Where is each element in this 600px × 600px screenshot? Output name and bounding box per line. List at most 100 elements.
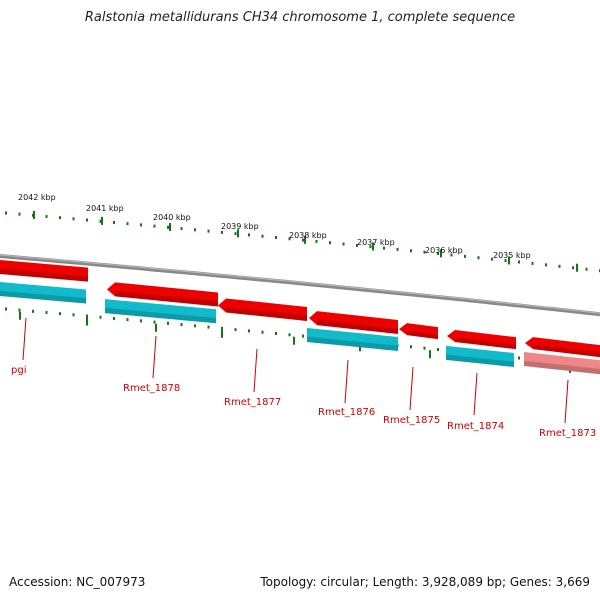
- ruler-minor-tick: [45, 214, 48, 218]
- inner-minor-tick: [180, 323, 183, 327]
- inner-minor-tick: [437, 348, 439, 352]
- gene-rmet-1874[interactable]: [446, 345, 514, 367]
- gene-label[interactable]: Rmet_1875: [383, 415, 440, 426]
- ruler-minor-tick: [86, 218, 88, 222]
- inner-minor-tick: [234, 328, 237, 332]
- ruler-major-tick: [304, 235, 306, 244]
- inner-minor-tick: [86, 314, 88, 318]
- ruler-minor-tick: [558, 264, 561, 268]
- inner-minor-tick: [207, 325, 210, 329]
- inner-minor-tick: [423, 346, 426, 350]
- ruler-major-tick: [440, 249, 442, 258]
- cds-rmet-1877[interactable]: [218, 298, 307, 321]
- inner-minor-tick: [302, 334, 304, 338]
- gene-rmet-1876[interactable]: [307, 327, 398, 351]
- backbone-layer: [0, 254, 600, 317]
- ruler-minor-tick: [302, 238, 304, 242]
- inner-minor-tick: [261, 330, 264, 334]
- kbp-label: 2035 kbp: [493, 251, 531, 260]
- gene-label[interactable]: Rmet_1873: [539, 428, 596, 439]
- inner-minor-tick: [248, 329, 250, 333]
- inner-minor-tick: [194, 324, 196, 328]
- ruler-major-tick: [508, 256, 510, 265]
- ruler-minor-tick: [180, 227, 183, 231]
- gene-label[interactable]: Rmet_1878: [123, 383, 180, 394]
- ruler-minor-tick: [113, 220, 115, 224]
- gene-rmet-1878[interactable]: [105, 299, 216, 324]
- kbp-label: 2039 kbp: [221, 222, 259, 231]
- ruler-minor-tick: [248, 233, 250, 237]
- gene-label[interactable]: pgi: [11, 365, 26, 376]
- inner-minor-tick: [113, 316, 115, 320]
- inner-minor-tick: [18, 308, 21, 312]
- ruler-minor-tick: [410, 249, 412, 253]
- inner-major-tick: [429, 350, 431, 359]
- cds-rmet-1876[interactable]: [309, 311, 398, 334]
- ruler-minor-tick: [221, 230, 223, 234]
- inner-major-tick: [155, 323, 157, 332]
- ruler-minor-tick: [450, 253, 453, 257]
- gene-leader-line: [22, 317, 27, 361]
- ruler-major-tick: [372, 242, 374, 251]
- ruler-minor-tick: [356, 243, 358, 247]
- kbp-label: 2037 kbp: [357, 238, 395, 247]
- cds-rmet-1878[interactable]: [107, 282, 218, 307]
- topology-text: Topology: circular; Length: 3,928,089 bp…: [260, 575, 590, 589]
- kbp-label: 2038 kbp: [289, 231, 327, 240]
- gene-leader-line: [152, 335, 157, 379]
- inner-minor-tick: [153, 320, 156, 324]
- chromosome-backbone: [0, 254, 600, 317]
- gene-label[interactable]: Rmet_1876: [318, 407, 375, 418]
- ruler-minor-tick: [383, 246, 385, 250]
- ruler-minor-tick: [275, 235, 277, 239]
- ruler-minor-tick: [491, 257, 493, 261]
- inner-minor-tick: [518, 356, 520, 360]
- cds-rmet-1875[interactable]: [399, 323, 438, 340]
- cds-rmet-1873[interactable]: [525, 337, 600, 358]
- ruler-minor-tick: [167, 225, 169, 229]
- ruler-minor-tick: [464, 254, 466, 258]
- ruler-minor-tick: [261, 234, 264, 238]
- ruler-minor-tick: [572, 266, 574, 270]
- ruler-minor-tick: [423, 250, 426, 254]
- ruler-major-tick: [33, 210, 35, 219]
- ruler-minor-tick: [545, 263, 547, 267]
- gene-leader-line: [409, 366, 414, 411]
- gene-leader-line: [253, 348, 258, 393]
- kbp-label: 2036 kbp: [425, 246, 463, 255]
- gene-pgi[interactable]: [0, 281, 86, 304]
- ruler-minor-tick: [72, 217, 75, 221]
- inner-minor-tick: [72, 313, 75, 317]
- inner-minor-tick: [288, 333, 291, 337]
- tick-layer: 2042 kbp 2041 kbp 2040 kbp 2039 kbp 2038 kbp…: [5, 193, 600, 373]
- gene-leader-line: [473, 372, 478, 416]
- ruler-minor-tick: [504, 259, 507, 263]
- cds-rmet-1874[interactable]: [447, 329, 516, 350]
- inner-minor-tick: [32, 309, 34, 313]
- inner-major-tick: [221, 329, 223, 338]
- ruler-minor-tick: [18, 212, 21, 216]
- ruler-minor-tick: [315, 239, 318, 243]
- ruler-minor-tick: [531, 261, 534, 265]
- ruler-minor-tick: [194, 228, 196, 232]
- inner-minor-tick: [410, 345, 412, 349]
- label-layer: pgi Rmet_1878 Rmet_1877 Rmet_1876 Rmet_1875 R…: [11, 317, 596, 439]
- cds-pgi[interactable]: [0, 259, 88, 282]
- inner-minor-tick: [167, 321, 169, 325]
- kbp-label: 2041 kbp: [86, 204, 124, 213]
- gene-rmet-1873[interactable]: [524, 352, 600, 375]
- ruler-minor-tick: [369, 245, 372, 249]
- ruler-minor-tick: [477, 256, 480, 260]
- ruler-minor-tick: [59, 216, 61, 220]
- inner-major-tick: [293, 336, 295, 345]
- ruler-minor-tick: [585, 267, 588, 271]
- ruler-minor-tick: [153, 224, 156, 228]
- inner-minor-tick: [126, 318, 129, 322]
- ruler-minor-tick: [140, 223, 142, 227]
- gene-label[interactable]: Rmet_1874: [447, 421, 504, 432]
- ruler-minor-tick: [437, 252, 439, 256]
- ruler-minor-tick: [288, 237, 291, 241]
- gene-leader-line: [564, 379, 569, 424]
- gene-label[interactable]: Rmet_1877: [224, 397, 281, 408]
- ruler-minor-tick: [126, 222, 129, 226]
